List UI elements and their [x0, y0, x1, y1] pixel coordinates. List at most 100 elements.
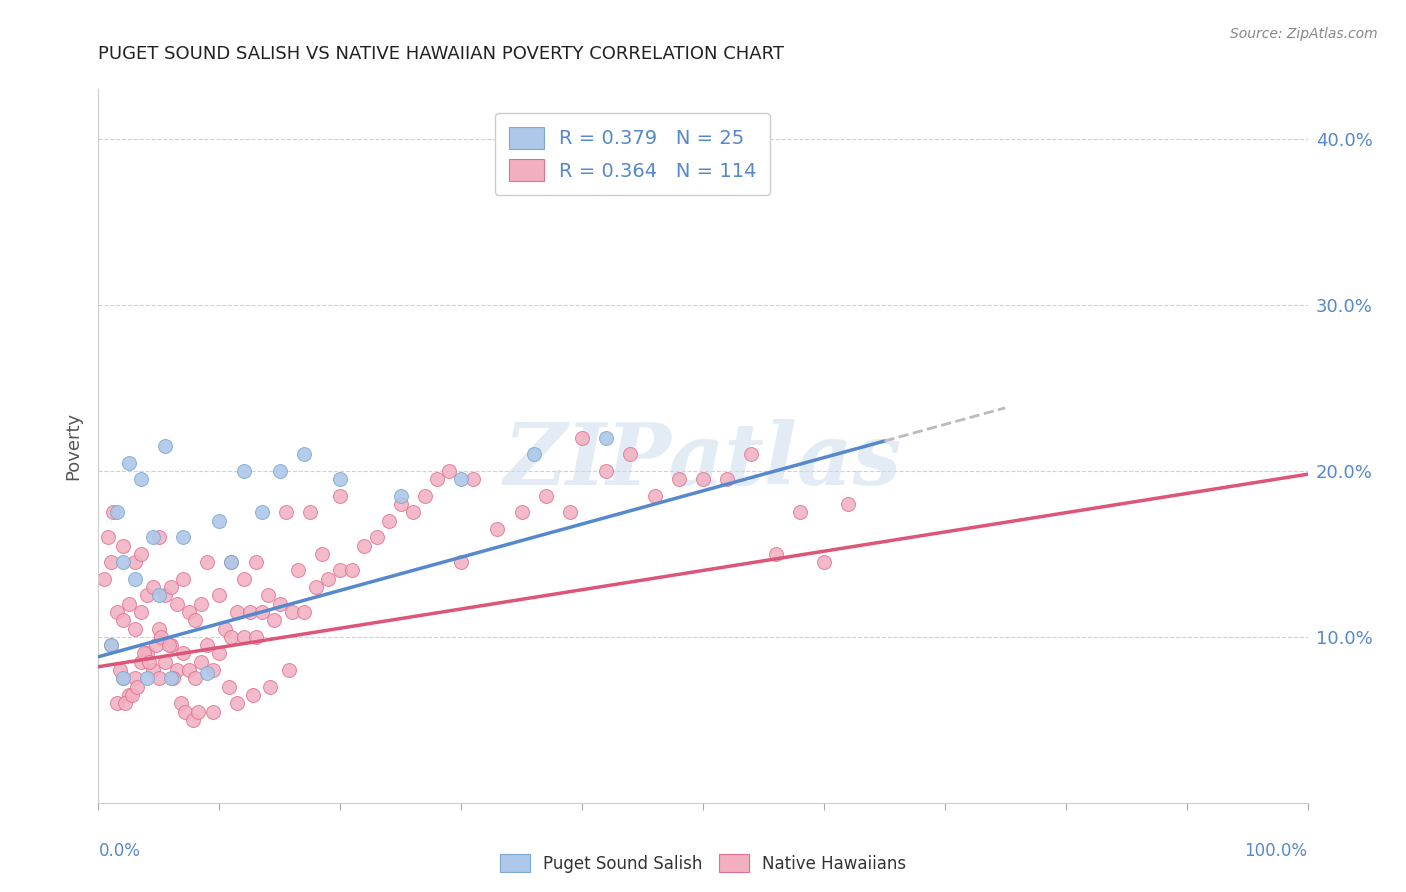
Point [160, 580, 183, 594]
Point [101, 505, 124, 519]
Point [148, 622, 170, 636]
Point [292, 447, 315, 461]
Point [278, 663, 301, 677]
Point [184, 671, 207, 685]
Point [202, 705, 225, 719]
Point [148, 530, 170, 544]
Point [269, 597, 291, 611]
Point [190, 597, 212, 611]
Point [195, 555, 218, 569]
Point [242, 688, 264, 702]
Point [142, 530, 165, 544]
Point [377, 514, 399, 528]
Text: ZIPatlas: ZIPatlas [503, 418, 903, 502]
Point [595, 464, 617, 478]
Point [250, 505, 273, 519]
Point [287, 564, 309, 578]
Point [789, 505, 811, 519]
Point [111, 613, 134, 627]
Point [402, 505, 425, 519]
Point [311, 547, 333, 561]
Point [668, 472, 690, 486]
Point [202, 663, 225, 677]
Point [162, 671, 184, 685]
Point [160, 671, 183, 685]
Point [124, 671, 146, 685]
Point [169, 696, 191, 710]
Point [232, 572, 254, 586]
Point [274, 505, 297, 519]
Point [245, 555, 267, 569]
Point [153, 655, 176, 669]
Point [172, 647, 194, 661]
Point [353, 539, 375, 553]
Point [179, 663, 201, 677]
Point [118, 688, 141, 702]
Point [172, 572, 194, 586]
Point [111, 671, 134, 685]
Point [619, 447, 641, 461]
Point [111, 555, 134, 569]
Point [292, 605, 315, 619]
Point [250, 605, 273, 619]
Point [534, 489, 557, 503]
Point [129, 605, 152, 619]
Point [166, 663, 188, 677]
Point [558, 505, 581, 519]
Point [644, 489, 666, 503]
Point [366, 530, 388, 544]
Point [135, 588, 157, 602]
Point [105, 605, 128, 619]
Point [105, 505, 128, 519]
Point [129, 472, 152, 486]
Point [129, 547, 152, 561]
Point [214, 622, 236, 636]
Text: 100.0%: 100.0% [1244, 842, 1308, 860]
Point [218, 680, 240, 694]
Point [571, 431, 593, 445]
Point [316, 572, 339, 586]
Point [148, 671, 170, 685]
Point [157, 638, 180, 652]
Point [142, 580, 165, 594]
Point [232, 464, 254, 478]
Point [692, 472, 714, 486]
Point [153, 439, 176, 453]
Point [195, 638, 218, 652]
Point [221, 555, 243, 569]
Point [281, 605, 304, 619]
Point [329, 489, 352, 503]
Point [305, 580, 328, 594]
Point [145, 638, 167, 652]
Point [93, 572, 115, 586]
Legend: Puget Sound Salish, Native Hawaiians: Puget Sound Salish, Native Hawaiians [494, 847, 912, 880]
Point [148, 588, 170, 602]
Point [129, 655, 152, 669]
Text: 0.0%: 0.0% [98, 842, 141, 860]
Point [97, 530, 120, 544]
Point [124, 622, 146, 636]
Point [150, 630, 173, 644]
Point [118, 456, 141, 470]
Point [450, 472, 472, 486]
Point [595, 431, 617, 445]
Text: PUGET SOUND SALISH VS NATIVE HAWAIIAN POVERTY CORRELATION CHART: PUGET SOUND SALISH VS NATIVE HAWAIIAN PO… [98, 45, 785, 62]
Point [105, 696, 128, 710]
Point [118, 597, 141, 611]
Point [187, 705, 209, 719]
Point [100, 555, 122, 569]
Point [765, 547, 787, 561]
Point [389, 489, 412, 503]
Point [221, 555, 243, 569]
Point [195, 666, 218, 681]
Point [486, 522, 509, 536]
Point [172, 530, 194, 544]
Point [153, 588, 176, 602]
Point [127, 680, 149, 694]
Point [232, 630, 254, 644]
Point [114, 696, 136, 710]
Point [269, 464, 291, 478]
Point [108, 663, 131, 677]
Point [166, 597, 188, 611]
Text: Source: ZipAtlas.com: Source: ZipAtlas.com [1230, 27, 1378, 41]
